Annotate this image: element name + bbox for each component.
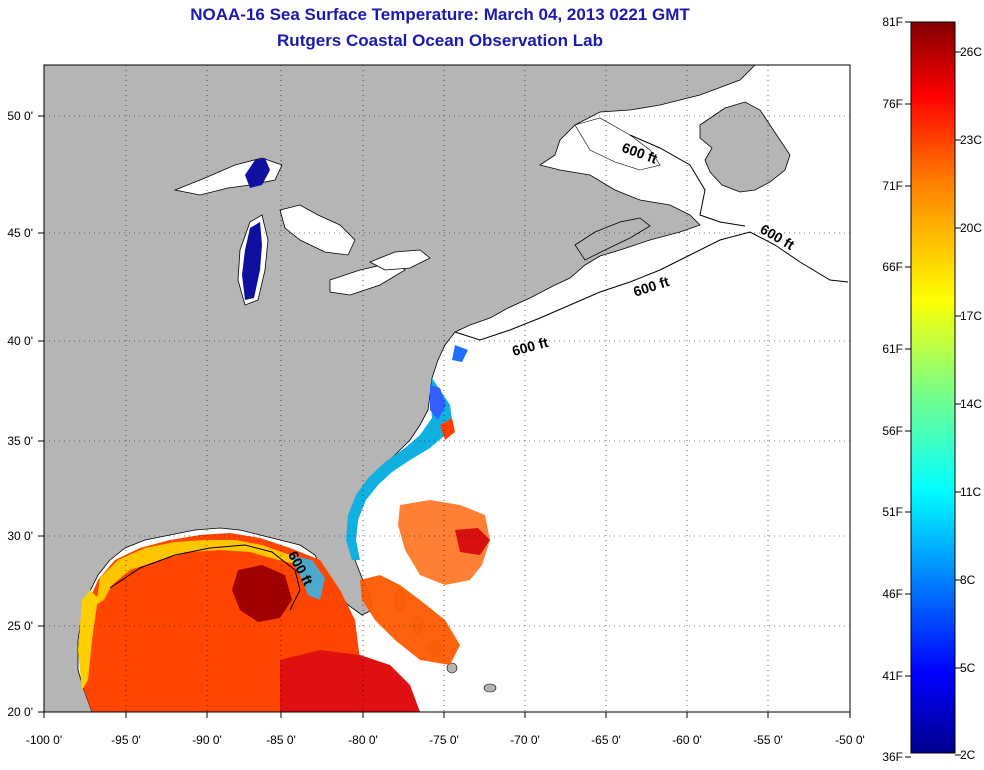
x-tick-label: -75 0' bbox=[429, 733, 459, 747]
colorbar-c-label: 11C bbox=[960, 485, 981, 499]
map-title: NOAA-16 Sea Surface Temperature: March 0… bbox=[190, 5, 690, 24]
colorbar-c-label: 8C bbox=[960, 573, 976, 587]
land-mass bbox=[44, 65, 756, 712]
newfoundland bbox=[699, 101, 791, 193]
x-tick-label: -50 0' bbox=[835, 733, 865, 747]
colorbar-c-label: 26C bbox=[960, 45, 982, 59]
colorbar-fahrenheit-labels: 81F 76F 71F 66F 61F 56F 51F 46F 41F 36F bbox=[882, 15, 911, 764]
x-tick-label: -95 0' bbox=[111, 733, 141, 747]
sst-florida-west-shelf bbox=[290, 555, 325, 600]
colorbar-c-label: 2C bbox=[960, 748, 976, 762]
x-tick-label: -85 0' bbox=[266, 733, 296, 747]
x-tick-label: -80 0' bbox=[348, 733, 378, 747]
map-frame bbox=[43, 64, 851, 713]
x-tick-label: -65 0' bbox=[591, 733, 621, 747]
colorbar-f-label: 56F bbox=[882, 424, 903, 438]
sst-loop-current bbox=[232, 565, 292, 622]
colorbar-f-label: 61F bbox=[882, 342, 903, 356]
y-tick-label: 50 0' bbox=[7, 109, 33, 123]
y-tick-label: 35 0' bbox=[7, 434, 33, 448]
colorbar-c-label: 23C bbox=[960, 133, 982, 147]
x-tick-label: -60 0' bbox=[672, 733, 702, 747]
y-axis-ticks: 50 0' 45 0' 40 0' 35 0' 30 0' 25 0' 20 0' bbox=[7, 109, 44, 719]
colorbar-f-label: 76F bbox=[882, 97, 903, 111]
st-lawrence-gulf bbox=[574, 117, 661, 171]
sst-gulf-shelf-cool bbox=[96, 540, 300, 605]
colorbar-c-label: 20C bbox=[960, 221, 982, 235]
y-tick-label: 45 0' bbox=[7, 226, 33, 240]
colorbar-f-label: 66F bbox=[882, 260, 903, 274]
x-axis-ticks: -100 0' -95 0' -90 0' -85 0' -80 0' -75 0' -70… bbox=[26, 712, 865, 747]
x-tick-label: -100 0' bbox=[26, 733, 62, 747]
sst-hatteras-warm bbox=[440, 418, 455, 440]
y-tick-label: 25 0' bbox=[7, 619, 33, 633]
colorbar-c-label: 5C bbox=[960, 661, 976, 675]
x-tick-label: -90 0' bbox=[192, 733, 222, 747]
map-subtitle: Rutgers Coastal Ocean Observation Lab bbox=[277, 31, 603, 50]
colorbar-f-label: 36F bbox=[882, 750, 903, 764]
colorbar-celsius-labels: 26C 23C 20C 17C 14C 11C 8C 5C 2C bbox=[955, 45, 982, 762]
y-tick-label: 30 0' bbox=[7, 529, 33, 543]
colorbar-f-label: 41F bbox=[882, 669, 903, 683]
sst-caribbean bbox=[280, 650, 420, 712]
colorbar-f-label: 46F bbox=[882, 587, 903, 601]
sst-midatlantic-cold bbox=[452, 345, 468, 362]
colorbar-c-label: 14C bbox=[960, 397, 982, 411]
x-tick-label: -55 0' bbox=[753, 733, 783, 747]
y-tick-label: 40 0' bbox=[7, 334, 33, 348]
sst-offshore-red bbox=[455, 528, 490, 555]
colorbar bbox=[910, 21, 956, 754]
sst-offshore-patches bbox=[398, 500, 490, 585]
sst-chesapeake bbox=[430, 385, 446, 420]
colorbar-c-label: 17C bbox=[960, 309, 982, 323]
sst-gulf-stream bbox=[360, 575, 460, 665]
sst-mexico-shelf bbox=[78, 590, 98, 690]
nova-scotia bbox=[574, 217, 651, 261]
colorbar-f-label: 51F bbox=[882, 505, 903, 519]
y-tick-label: 20 0' bbox=[7, 705, 33, 719]
lake-superior-sst bbox=[245, 158, 270, 188]
colorbar-f-label: 81F bbox=[882, 15, 903, 29]
x-tick-label: -70 0' bbox=[510, 733, 540, 747]
lake-michigan-sst bbox=[242, 222, 262, 300]
colorbar-f-label: 71F bbox=[882, 179, 903, 193]
isobath-600ft bbox=[109, 134, 849, 611]
